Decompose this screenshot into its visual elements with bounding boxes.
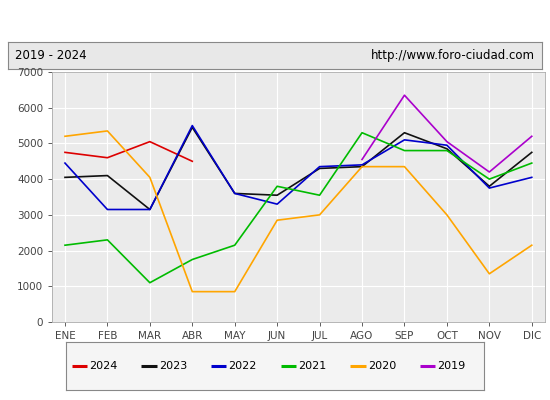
Text: 2023: 2023 <box>158 361 187 371</box>
Text: 2019: 2019 <box>437 361 465 371</box>
Text: 2020: 2020 <box>367 361 396 371</box>
Text: 2022: 2022 <box>228 361 257 371</box>
Text: 2019 - 2024: 2019 - 2024 <box>15 49 86 62</box>
Text: 2024: 2024 <box>89 361 117 371</box>
Text: http://www.foro-ciudad.com: http://www.foro-ciudad.com <box>371 49 535 62</box>
Text: Evolucion Nº Turistas Nacionales en el municipio de Cabra: Evolucion Nº Turistas Nacionales en el m… <box>52 14 498 29</box>
Text: 2021: 2021 <box>298 361 326 371</box>
